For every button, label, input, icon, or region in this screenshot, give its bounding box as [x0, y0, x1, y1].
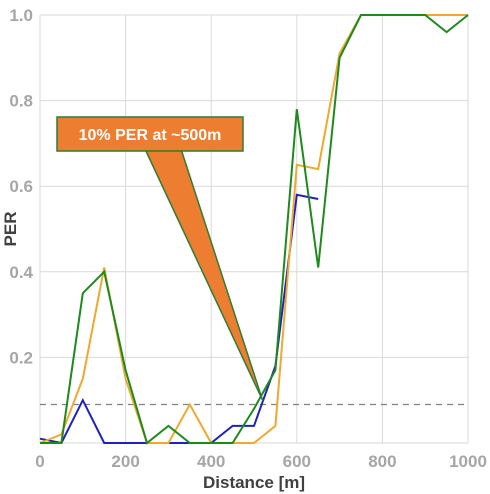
x-tick-label: 400	[197, 452, 225, 471]
series-group	[39, 14, 469, 445]
x-tick-label: 800	[368, 452, 396, 471]
x-tick-label: 600	[283, 452, 311, 471]
y-tick-labels: 0.2 0.4 0.6 0.8 1.0	[9, 6, 33, 367]
y-tick-label: 0.4	[9, 263, 33, 282]
series-line-3	[40, 14, 469, 445]
y-tick-label: 0.8	[9, 92, 33, 111]
y-tick-label: 1.0	[9, 6, 33, 25]
annotation-text: 10% PER at ~500m	[79, 127, 222, 144]
y-tick-label: 0.6	[9, 177, 33, 196]
y-tick-label: 0.2	[9, 348, 33, 367]
x-tick-label: 0	[35, 452, 44, 471]
x-tick-label: 200	[111, 452, 139, 471]
x-tick-label: 1000	[449, 452, 487, 471]
y-axis-label: PER	[1, 212, 20, 247]
x-tick-labels: 0 200 400 600 800 1000	[35, 452, 487, 471]
x-axis-label: Distance [m]	[203, 473, 305, 492]
annotation-callout: 10% PER at ~500m	[56, 116, 264, 401]
annotation-box	[56, 116, 244, 152]
